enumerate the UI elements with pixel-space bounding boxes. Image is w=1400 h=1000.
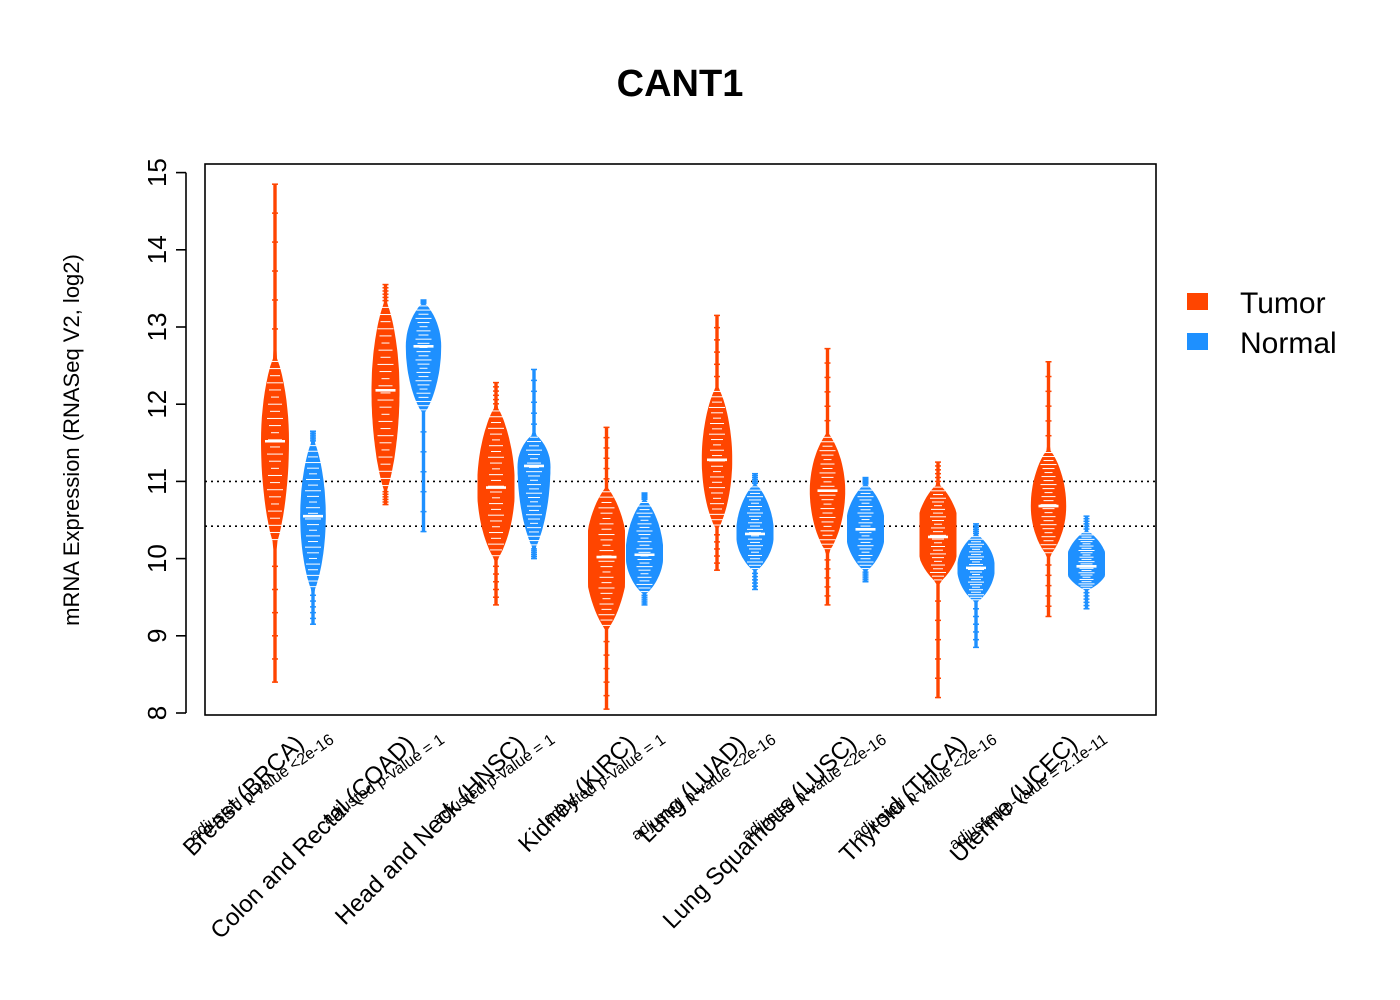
legend-swatch-normal [1187, 333, 1208, 350]
violin-normal-0 [300, 430, 326, 625]
violin-body [957, 523, 995, 648]
legend-label-tumor: Tumor [1240, 287, 1326, 320]
violin-normal-4 [736, 472, 774, 591]
category-label: Head and Neck (HNSC) [330, 730, 530, 930]
violin-tumor-7 [1030, 360, 1067, 618]
y-tick-label: 15 [142, 158, 172, 187]
violin-normal-5 [847, 476, 884, 583]
legend-label-normal: Normal [1240, 327, 1337, 360]
x-axis-labels: Breast (BRCA)adjusted p-value <2e-16Colo… [178, 730, 1111, 944]
violins [260, 183, 1105, 710]
violin-tumor-0 [260, 183, 290, 683]
violin-body [736, 473, 774, 590]
violin-normal-3 [626, 492, 663, 606]
violin-tumor-3 [588, 426, 625, 710]
y-tick-label: 12 [142, 390, 172, 419]
legend: Tumor Normal [1187, 287, 1337, 360]
violin-tumor-5 [809, 347, 846, 606]
y-tick-label: 11 [142, 468, 172, 495]
reference-lines [205, 480, 1156, 527]
chart-title: CANT1 [617, 63, 744, 105]
violin-tumor-1 [371, 283, 400, 506]
violin-normal-6 [957, 523, 995, 649]
violin-body [1068, 515, 1105, 610]
violin-body [477, 382, 515, 606]
y-tick-label: 9 [142, 629, 172, 643]
violin-body [809, 348, 846, 606]
y-axis-label: mRNA Expression (RNASeq V2, log2) [59, 254, 84, 626]
violin-body [517, 369, 551, 560]
violin-normal-7 [1068, 515, 1105, 610]
y-tick-label: 10 [142, 544, 172, 573]
y-tick-label: 14 [142, 235, 172, 264]
violin-body [588, 426, 625, 710]
violin-normal-2 [517, 368, 551, 560]
violin-body [701, 314, 733, 571]
violin-tumor-4 [701, 314, 733, 571]
y-axis: 8 9 10 11 12 13 14 15 [142, 158, 187, 720]
y-tick-label: 13 [142, 313, 172, 342]
violin-tumor-6 [919, 461, 957, 699]
violin-tumor-2 [477, 381, 515, 606]
legend-swatch-tumor [1187, 293, 1208, 310]
violin-normal-1 [405, 299, 442, 533]
y-tick-label: 8 [142, 706, 172, 720]
plot-frame [204, 163, 1157, 716]
